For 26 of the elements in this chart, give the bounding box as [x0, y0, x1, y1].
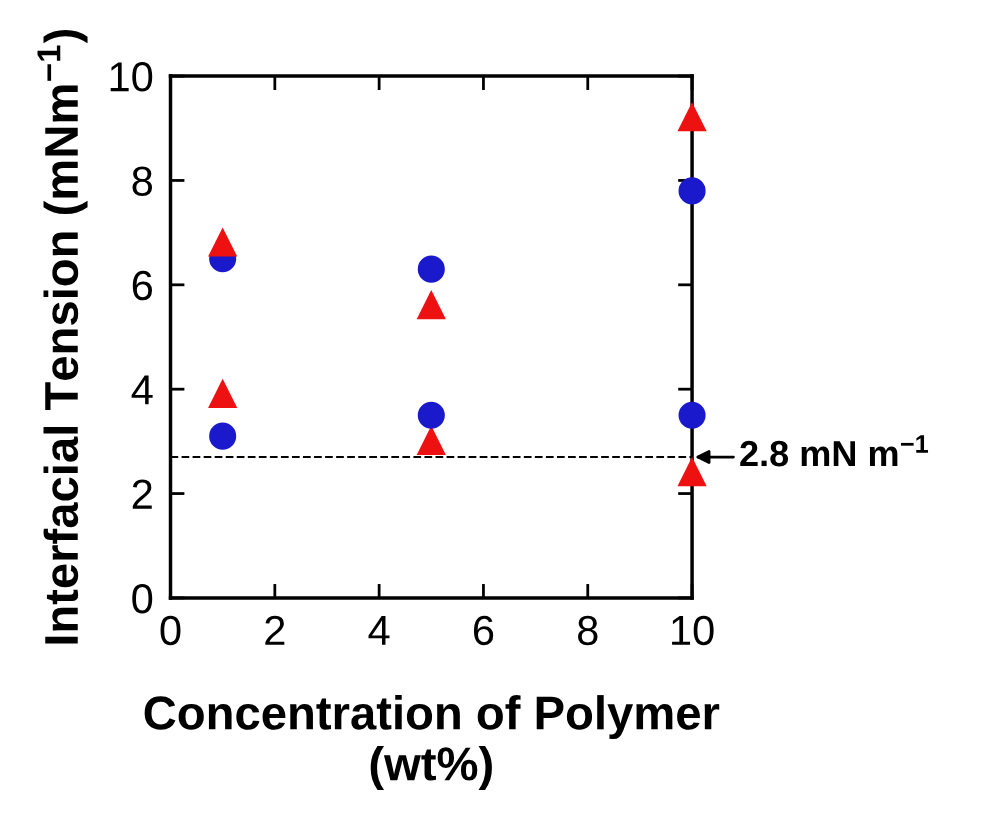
y-tick-label: 6: [132, 270, 153, 301]
y-axis-title: Interfacial Tension (mNm$^{−1}$): [37, 29, 88, 644]
point: [208, 227, 238, 257]
point: [417, 255, 445, 283]
x-tick-label: 0: [160, 615, 181, 646]
x-tick-label: 4: [368, 616, 390, 645]
x-tick-label: 10: [672, 615, 714, 646]
point: [417, 292, 445, 320]
y-tick-label: 2: [132, 479, 152, 509]
point: [417, 427, 445, 455]
y-tick-label: 0: [132, 583, 153, 614]
y-tick-label: 10: [110, 62, 153, 92]
point: [417, 401, 445, 429]
y-tick-label: 8: [132, 166, 153, 196]
x-axis-title: Concentration of Polymer (wt%): [144, 695, 720, 790]
x-tick-label: 6: [473, 615, 494, 646]
point: [678, 177, 706, 205]
x-tick-label: 2: [265, 615, 285, 645]
point: [678, 459, 706, 487]
point: [678, 401, 706, 429]
point: [208, 378, 238, 408]
ref-line-label: 2.8 mN m$^{−1}$: [740, 435, 929, 467]
x-tick-label: 8: [577, 615, 598, 646]
y-tick-label: 4: [131, 375, 153, 405]
point: [678, 104, 706, 132]
point: [209, 422, 237, 450]
